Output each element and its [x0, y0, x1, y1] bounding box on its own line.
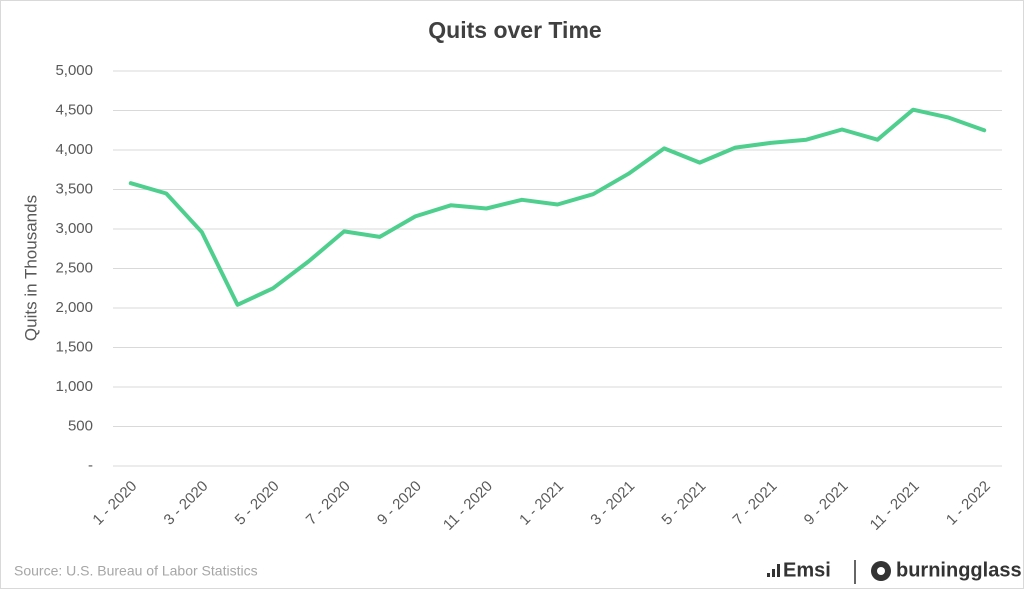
- logo-icon: [767, 573, 770, 577]
- data-line: [128, 107, 987, 307]
- y-tick-label: 3,000: [55, 220, 93, 237]
- y-tick-label: 3,500: [55, 180, 93, 197]
- chart-title: Quits over Time: [428, 17, 601, 43]
- logo-icon: [877, 567, 885, 575]
- y-tick-label: 2,000: [55, 299, 93, 316]
- y-tick-label: 2,500: [55, 259, 93, 276]
- y-tick-label: 1,000: [55, 378, 93, 395]
- y-tick-label: 4,500: [55, 101, 93, 118]
- logo-icon: [772, 569, 775, 577]
- source-note: Source: U.S. Bureau of Labor Statistics: [14, 563, 258, 579]
- y-tick-label: 1,500: [55, 338, 93, 355]
- y-tick-label: 5,000: [55, 62, 93, 79]
- logo-icon: [777, 564, 780, 577]
- brand-name: Emsi: [783, 559, 831, 581]
- y-tick-label: -: [88, 457, 93, 474]
- brand-name: burningglass: [896, 559, 1022, 581]
- brand-logos: Emsi burningglass: [767, 559, 1022, 584]
- y-tick-label: 500: [68, 417, 93, 434]
- y-axis-label: Quits in Thousands: [21, 195, 40, 341]
- y-tick-label: 4,000: [55, 141, 93, 158]
